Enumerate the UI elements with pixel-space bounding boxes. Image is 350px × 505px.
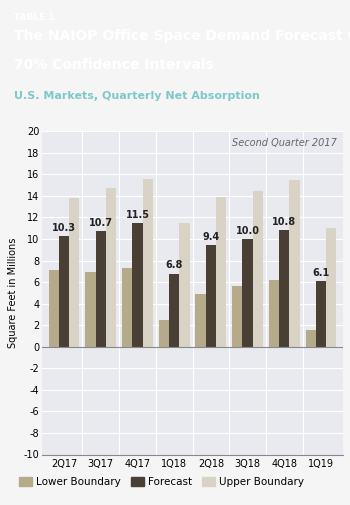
Bar xyxy=(269,280,279,347)
Text: 10.7: 10.7 xyxy=(89,218,113,228)
Bar xyxy=(132,223,142,347)
Bar xyxy=(216,197,226,347)
Bar xyxy=(106,188,116,347)
Bar xyxy=(179,223,190,347)
Text: 10.3: 10.3 xyxy=(52,223,76,233)
Bar xyxy=(96,231,106,347)
Text: The NAIOP Office Space Demand Forecast with: The NAIOP Office Space Demand Forecast w… xyxy=(14,29,350,43)
Bar xyxy=(279,230,289,347)
Bar xyxy=(232,286,243,347)
Bar xyxy=(59,236,69,347)
Bar xyxy=(316,281,326,347)
Bar xyxy=(326,228,336,347)
Bar xyxy=(122,268,132,347)
Bar xyxy=(243,239,253,347)
Text: 70% Confidence Intervals: 70% Confidence Intervals xyxy=(14,58,214,72)
Text: 10.8: 10.8 xyxy=(272,217,296,227)
Text: 9.4: 9.4 xyxy=(202,232,219,242)
Legend: Lower Boundary, Forecast, Upper Boundary: Lower Boundary, Forecast, Upper Boundary xyxy=(19,477,304,487)
Text: 11.5: 11.5 xyxy=(125,210,149,220)
Bar xyxy=(49,270,59,347)
Y-axis label: Square Feet in Millions: Square Feet in Millions xyxy=(8,238,18,348)
Text: U.S. Markets, Quarterly Net Absorption: U.S. Markets, Quarterly Net Absorption xyxy=(14,91,260,101)
Text: 10.0: 10.0 xyxy=(236,226,260,236)
Bar xyxy=(142,179,153,347)
Bar xyxy=(253,190,263,347)
Bar xyxy=(159,320,169,347)
Bar xyxy=(69,198,79,347)
Text: 6.8: 6.8 xyxy=(166,260,183,270)
Bar xyxy=(169,274,179,347)
Bar xyxy=(289,180,300,347)
Text: 6.1: 6.1 xyxy=(312,268,330,278)
Bar xyxy=(85,272,96,347)
Bar xyxy=(195,294,206,347)
Text: Second Quarter 2017: Second Quarter 2017 xyxy=(232,138,337,148)
Bar xyxy=(206,245,216,347)
Text: TABLE 1: TABLE 1 xyxy=(14,13,55,22)
Bar xyxy=(306,330,316,347)
